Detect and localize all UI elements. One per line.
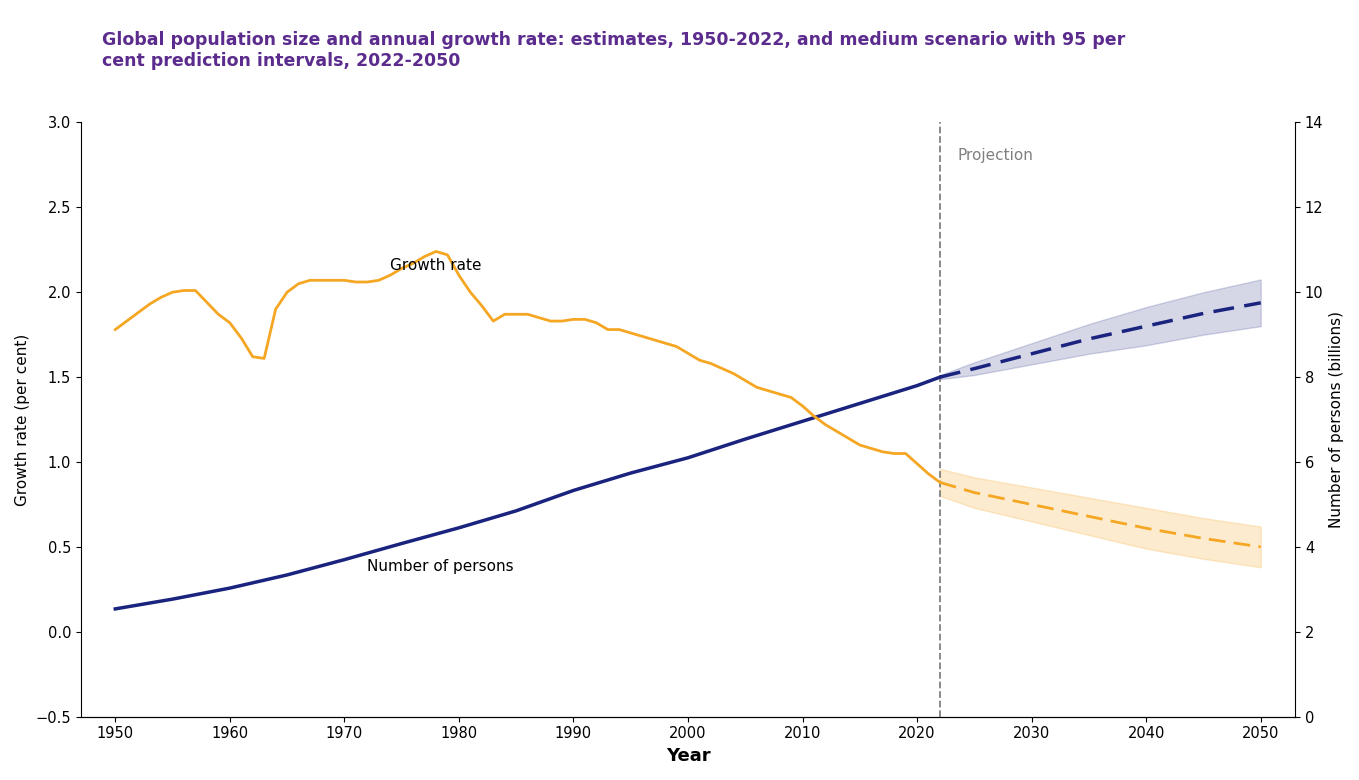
Text: Global population size and annual growth rate: estimates, 1950-2022, and medium : Global population size and annual growth… [102,31,1125,70]
Text: Number of persons: Number of persons [367,558,514,573]
Y-axis label: Number of persons (billions): Number of persons (billions) [1329,311,1344,528]
Text: Projection: Projection [957,148,1033,163]
Y-axis label: Growth rate (per cent): Growth rate (per cent) [15,333,30,505]
Text: Growth rate: Growth rate [390,258,481,273]
X-axis label: Year: Year [666,747,711,765]
